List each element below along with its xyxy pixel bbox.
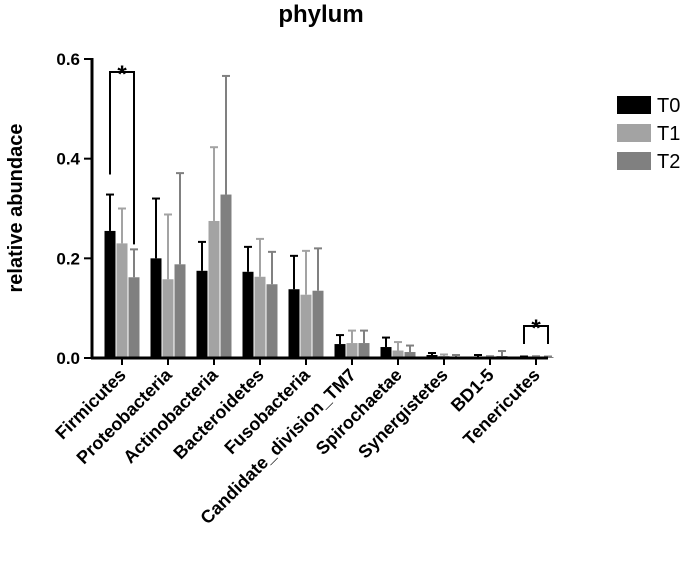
- bar-T2-4: [312, 290, 324, 358]
- bar-T0-3: [242, 271, 254, 358]
- bar-T0-2: [196, 270, 208, 358]
- bar-T2-5: [358, 343, 370, 358]
- bar-T0-1: [150, 258, 162, 358]
- legend-label-T0: T0: [657, 95, 680, 117]
- y-tick-label-1: 0.2: [56, 249, 80, 268]
- bar-T1-2: [208, 220, 220, 358]
- legend-label-T2: T2: [657, 151, 680, 173]
- bar-T0-0: [104, 230, 116, 358]
- bars-layer: [104, 194, 554, 358]
- bar-T1-0: [116, 243, 128, 358]
- y-tick-label-3: 0.6: [56, 50, 80, 69]
- error-bars-layer: [106, 74, 552, 358]
- bar-T1-3: [254, 276, 266, 358]
- legend-swatch-T0: [617, 96, 651, 114]
- bar-T1-4: [300, 294, 312, 358]
- bar-T0-5: [334, 344, 346, 358]
- significance-star-1: *: [531, 315, 541, 342]
- significance-bracket-1: [523, 325, 549, 345]
- significance-star-0: *: [117, 61, 127, 88]
- legend-swatch-T2: [617, 152, 651, 170]
- legend: T0 T1 T2: [617, 95, 680, 173]
- bar-T1-6: [392, 350, 404, 358]
- bar-T0-4: [288, 289, 300, 358]
- y-tick-label-2: 0.4: [56, 150, 80, 169]
- bar-T1-1: [162, 279, 174, 358]
- legend-label-T1: T1: [657, 123, 680, 145]
- bar-T2-2: [220, 194, 232, 358]
- bar-T2-0: [128, 277, 140, 358]
- bar-T2-3: [266, 284, 278, 358]
- bar-T2-1: [174, 264, 186, 358]
- y-tick-label-0: 0.0: [56, 349, 80, 368]
- bar-T1-5: [346, 343, 358, 358]
- legend-swatch-T1: [617, 124, 651, 142]
- bar-T2-6: [404, 352, 416, 358]
- chart-title: phylum: [278, 1, 363, 28]
- significance-bracket-0: [109, 71, 135, 245]
- significance-annotations: **: [109, 61, 549, 345]
- y-axis-label: relative abundace: [5, 124, 27, 293]
- bar-T0-6: [380, 347, 392, 358]
